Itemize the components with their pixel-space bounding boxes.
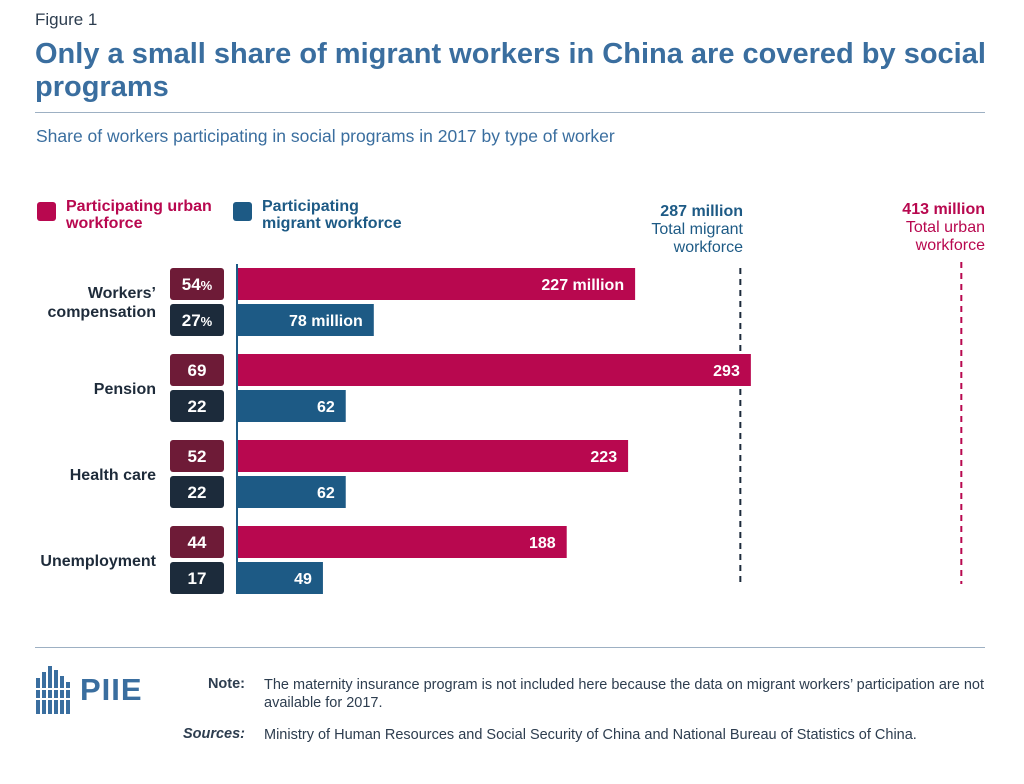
bar-value-label: 188 [529, 535, 556, 552]
total-urban-value: 413 million [902, 201, 985, 218]
sources-key: Sources: [182, 726, 245, 742]
share-label: 52 [188, 447, 207, 466]
share-label: 69 [188, 361, 207, 380]
share-badge [170, 476, 224, 508]
total-migrant-label: Total migrant workforce [651, 221, 743, 256]
chart-subtitle: Share of workers participating in social… [36, 126, 615, 146]
sources-text: Ministry of Human Resources and Social S… [264, 727, 917, 743]
share-badge [170, 304, 224, 336]
bar [237, 526, 567, 558]
category-label-line2: compensation [48, 304, 156, 321]
figure-label: Figure 1 [35, 10, 98, 29]
total-migrant-annotation: 287 million Total migrant workforce [600, 203, 743, 257]
category-label: Workers’ [88, 285, 156, 302]
bar [237, 390, 346, 422]
note-key: Note: [207, 676, 245, 692]
category-label: Health care [70, 467, 156, 484]
share-label: 27% [182, 311, 213, 330]
share-label: 22 [188, 483, 207, 502]
piie-logo-icon [36, 666, 70, 714]
share-badge [170, 390, 224, 422]
share-label: 17 [188, 569, 207, 588]
bar-value-label: 223 [590, 449, 617, 466]
bar-value-label: 49 [294, 571, 312, 588]
bar [237, 476, 346, 508]
legend-item-urban: Participating urban workforce [37, 198, 226, 232]
bar-value-label: 78 million [289, 313, 363, 330]
title-divider [35, 112, 985, 113]
note-text: The maternity insurance program is not i… [264, 677, 985, 711]
legend-label-urban: Participating urban workforce [66, 198, 212, 232]
legend-label-migrant: Participating migrant workforce [262, 198, 402, 232]
bar-value-label: 227 million [541, 277, 624, 294]
share-label: 44 [188, 533, 207, 552]
legend-item-migrant: Participating migrant workforce [233, 198, 422, 232]
share-label: 22 [188, 397, 207, 416]
bar-value-label: 293 [713, 363, 740, 380]
share-badge [170, 354, 224, 386]
bar [237, 304, 374, 336]
total-urban-annotation: 413 million Total urban workforce [840, 201, 985, 255]
total-migrant-value: 287 million [660, 203, 743, 220]
total-urban-label: Total urban workforce [905, 219, 985, 254]
legend-swatch-migrant [233, 202, 252, 221]
bar-value-label: 62 [317, 485, 335, 502]
bar [237, 354, 751, 386]
piie-logo-text: PIIE [80, 672, 143, 707]
share-badge [170, 526, 224, 558]
bar-value-label: 62 [317, 399, 335, 416]
category-label: Pension [94, 381, 156, 398]
bar [237, 440, 629, 472]
share-badge [170, 268, 224, 300]
share-badge [170, 562, 224, 594]
share-badge [170, 440, 224, 472]
bar [237, 562, 323, 594]
chart-title: Only a small share of migrant workers in… [35, 38, 986, 103]
legend-swatch-urban [37, 202, 56, 221]
share-label: 54% [182, 275, 213, 294]
footer-divider [35, 647, 985, 648]
bar [237, 268, 636, 300]
category-label: Unemployment [40, 553, 156, 570]
